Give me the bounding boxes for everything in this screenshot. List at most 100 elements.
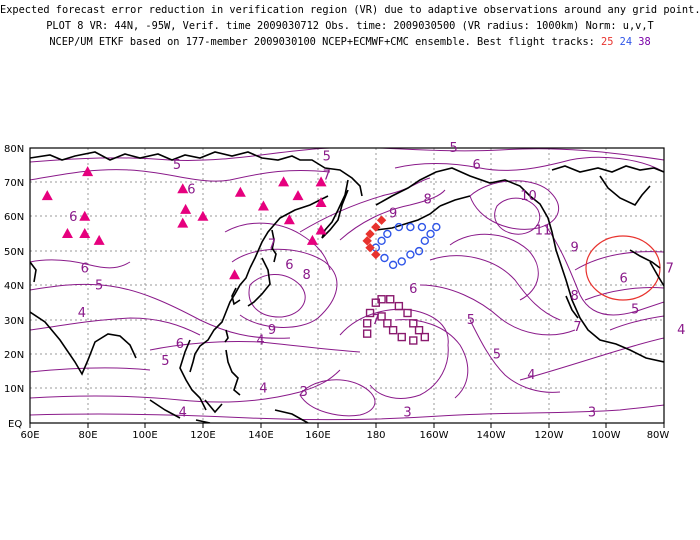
- track-38-point: [362, 319, 372, 328]
- contour-label: 6: [176, 337, 184, 352]
- lon-label: 160W: [420, 430, 449, 441]
- observation-site-triangle: [79, 210, 91, 221]
- philippines: [225, 349, 241, 396]
- taiwan: [224, 329, 229, 343]
- track-24-point: [406, 250, 415, 259]
- contour-label: 5: [173, 158, 181, 173]
- contour-label: 4: [179, 406, 187, 421]
- track-24-point: [426, 229, 435, 239]
- track-38-point: [377, 312, 386, 321]
- observation-site-triangle: [229, 269, 241, 280]
- observation-site-triangle: [234, 186, 246, 197]
- contour-line: [30, 169, 331, 182]
- contour-line: [248, 274, 306, 318]
- gulf-of-alaska: [439, 195, 471, 207]
- observation-site-triangle: [41, 190, 53, 201]
- hudson-bay: [599, 175, 651, 207]
- observation-site-triangle: [93, 234, 105, 245]
- lon-label: 180: [366, 430, 385, 441]
- contour-label: 4: [677, 323, 685, 338]
- track-38-point: [377, 295, 386, 304]
- contour-line: [574, 251, 664, 271]
- contour-label: 3: [300, 385, 308, 400]
- axis-ticks: [29, 423, 665, 428]
- east-asia-coast: [189, 267, 251, 373]
- contour-label: 7: [372, 313, 380, 328]
- track-24-point: [380, 253, 389, 263]
- observation-site-triangle: [315, 176, 327, 187]
- korea-coast: [231, 287, 241, 306]
- contour-line: [30, 369, 341, 403]
- contour-line: [469, 180, 560, 230]
- observation-site-triangle: [292, 190, 304, 201]
- contour-label: 6: [620, 272, 628, 287]
- contour-line: [394, 156, 664, 173]
- track-38-point: [383, 319, 392, 328]
- track-25-point: [371, 249, 381, 260]
- caspian: [30, 261, 37, 283]
- lon-label: 120W: [535, 430, 564, 441]
- lon-label: 80E: [78, 430, 97, 441]
- error-reduction-contours: [30, 148, 664, 421]
- contour-line: [494, 197, 541, 235]
- contour-label: 4: [259, 382, 267, 397]
- contour-label: 3: [588, 406, 596, 421]
- contour-label: 5: [467, 313, 475, 328]
- observation-site-triangle: [197, 210, 209, 221]
- lat-label: 80N: [4, 144, 24, 155]
- contour-label: 5: [161, 354, 169, 369]
- observation-site-triangle: [315, 197, 327, 207]
- track-24-point: [417, 222, 427, 232]
- contour-label: 7: [573, 320, 581, 335]
- contour-line: [419, 284, 576, 336]
- observation-site-triangle: [306, 234, 318, 245]
- track-24-point: [414, 246, 424, 256]
- track-25-point: [365, 229, 375, 239]
- track-24-point: [394, 222, 404, 232]
- map-frame: [29, 147, 665, 424]
- observation-site-triangle: [257, 200, 269, 211]
- latitude-labels: 80N 70N 60N 50N 40N 30N 20N 10N EQ: [4, 144, 24, 430]
- contour-line: [369, 344, 449, 399]
- observation-site-triangle: [82, 166, 94, 177]
- map-grid: [30, 148, 664, 423]
- contour-label: 9: [389, 206, 397, 221]
- contour-line: [429, 255, 561, 321]
- new-guinea: [274, 409, 309, 423]
- contour-label: 6: [187, 182, 195, 197]
- contour-line: [299, 379, 376, 417]
- contour-line: [149, 340, 361, 353]
- contour-label: 8: [303, 268, 311, 283]
- contour-line: [30, 367, 151, 373]
- track-38-point: [409, 319, 418, 328]
- contour-line: [394, 319, 469, 399]
- observation-site-triangle: [177, 217, 189, 228]
- contour-line: [379, 148, 664, 161]
- contour-label: 7: [323, 169, 331, 184]
- lat-label: 40N: [4, 281, 24, 292]
- lat-label: 10N: [4, 384, 24, 395]
- contour-line: [30, 404, 664, 421]
- track-38-label: 38: [638, 36, 651, 48]
- lat-label: 60N: [4, 212, 24, 223]
- contour-label: 4: [527, 368, 535, 383]
- japan: [247, 247, 277, 307]
- great-lakes: [629, 249, 661, 269]
- sakhalin: [271, 229, 275, 251]
- contour-label: 9: [571, 241, 579, 256]
- lat-label: EQ: [8, 419, 22, 430]
- contour-label: 7: [268, 237, 276, 252]
- observation-site-triangle: [315, 224, 327, 235]
- contour-line: [30, 317, 201, 336]
- contour-line: [30, 283, 291, 339]
- india: [30, 311, 137, 376]
- lon-label: 160E: [305, 430, 330, 441]
- alaska-coast: [375, 167, 664, 363]
- track-38-point: [397, 332, 406, 342]
- contour-label: 5: [323, 150, 331, 165]
- observation-site-triangle: [79, 227, 91, 238]
- contour-label: 6: [81, 261, 89, 276]
- plot-header: Expected forecast error reduction in ver…: [0, 2, 700, 50]
- track-24-point: [432, 222, 441, 232]
